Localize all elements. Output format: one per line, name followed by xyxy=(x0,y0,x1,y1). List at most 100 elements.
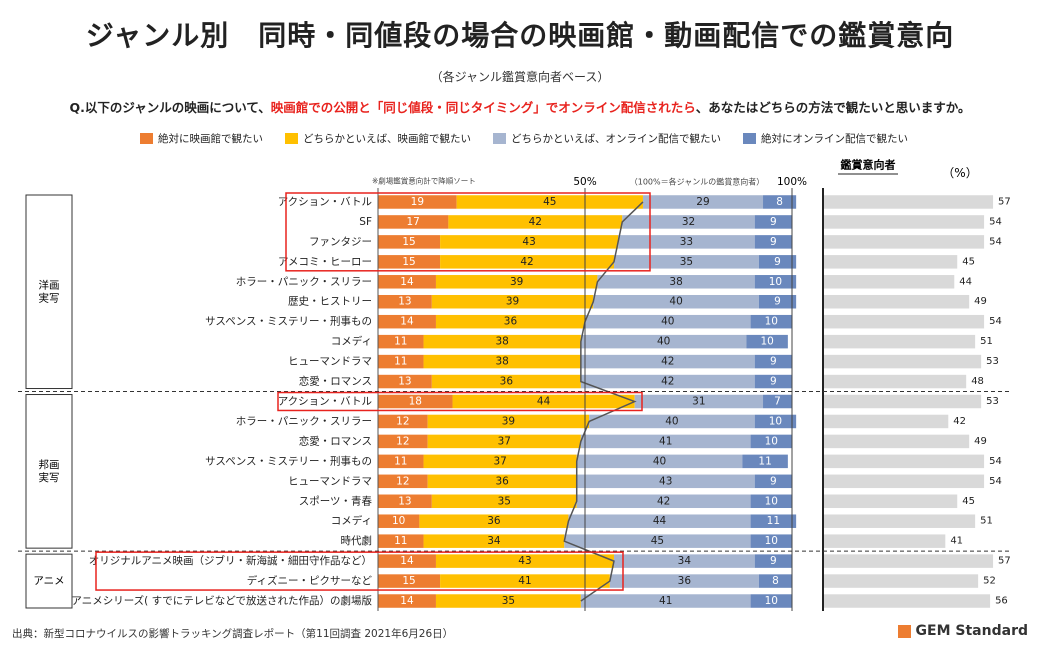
row-label-0: アクション・バトル xyxy=(278,196,372,208)
bar-label-1-3: 9 xyxy=(770,216,777,228)
bar-3-3 xyxy=(758,255,797,269)
bar-label-1-0: 17 xyxy=(407,216,420,228)
intent-label-8: 53 xyxy=(986,356,999,367)
bar-15-2 xyxy=(576,494,751,509)
legend-label-0: 絶対に映画館で観たい xyxy=(158,133,263,145)
bar-11-3 xyxy=(754,414,797,429)
bar-label-9-2: 42 xyxy=(661,376,674,388)
question-text: Q.以下のジャンルの映画について、映画館での公開と「同じ値段・同じタイミング」で… xyxy=(0,97,1040,116)
bar-label-15-2: 42 xyxy=(657,495,670,507)
intent-bar-16 xyxy=(823,514,976,528)
bar-7-1 xyxy=(423,334,581,349)
bar-2-3 xyxy=(754,235,792,249)
bar-7-2 xyxy=(580,334,747,349)
bar-label-17-1: 34 xyxy=(487,535,501,547)
intent-label-18: 57 xyxy=(998,556,1011,567)
bar-9-3 xyxy=(754,374,792,389)
bar-label-13-3: 11 xyxy=(758,455,771,467)
bar-12-1 xyxy=(427,434,581,449)
legend-item-1: どちらかといえば、映画館で観たい xyxy=(285,131,471,146)
bar-9-1 xyxy=(431,374,581,389)
bar-label-11-2: 40 xyxy=(665,415,678,427)
highlight-box-2 xyxy=(95,551,624,591)
bar-19-3 xyxy=(758,574,792,588)
intent-label-0: 57 xyxy=(998,196,1011,207)
bar-13-3 xyxy=(742,454,788,469)
bar-label-2-0: 15 xyxy=(402,236,415,248)
row-label-9: 恋愛・ロマンス xyxy=(299,375,372,388)
bar-13-0 xyxy=(378,454,424,469)
intent-bar-14 xyxy=(823,474,985,489)
bar-18-3 xyxy=(754,554,792,568)
bar-0-3 xyxy=(763,195,797,209)
intent-label-5: 49 xyxy=(974,296,987,307)
intent-label-12: 49 xyxy=(974,436,987,447)
intent-bar-17 xyxy=(823,534,946,548)
legend-item-2: どちらかといえば、オンライン配信で観たい xyxy=(493,131,721,146)
bar-5-0 xyxy=(378,294,432,309)
bar-17-3 xyxy=(750,534,792,548)
bar-3-1 xyxy=(440,255,614,269)
bar-label-5-0: 13 xyxy=(398,296,411,308)
intent-label-6: 54 xyxy=(989,316,1002,327)
bar-label-6-0: 14 xyxy=(400,316,414,328)
legend-label-3: 絶対にオンライン配信で観たい xyxy=(761,133,908,145)
bar-label-9-3: 9 xyxy=(770,376,777,388)
intent-bar-10 xyxy=(823,394,982,409)
bar-11-2 xyxy=(589,414,755,429)
intent-bar-18 xyxy=(823,554,994,568)
bar-18-1 xyxy=(435,554,614,568)
bar-2-2 xyxy=(618,235,755,249)
bar-15-0 xyxy=(378,494,432,509)
group-box-2 xyxy=(25,553,73,609)
bar-label-0-2: 29 xyxy=(696,196,709,208)
row-label-1: SF xyxy=(359,216,372,228)
legend-swatch-3 xyxy=(743,133,756,144)
bar-label-10-2: 31 xyxy=(692,396,705,408)
group-box-1 xyxy=(25,394,73,549)
page-title: ジャンル別 同時・同値段の場合の映画館・動画配信での鑑賞意向 xyxy=(85,19,955,52)
intent-bar-12 xyxy=(823,434,970,449)
bar-label-1-2: 32 xyxy=(682,216,695,228)
bar-18-2 xyxy=(613,554,755,568)
bar-label-10-1: 44 xyxy=(537,396,551,408)
bar-label-5-2: 40 xyxy=(669,296,682,308)
intent-header: 鑑賞意向者 xyxy=(841,158,896,172)
bar-label-12-2: 41 xyxy=(659,435,672,447)
bar-label-6-3: 10 xyxy=(765,316,778,328)
bar-label-18-2: 34 xyxy=(678,555,692,567)
bar-label-0-3: 8 xyxy=(776,196,783,208)
intent-bar-0 xyxy=(823,195,994,209)
intent-bar-15 xyxy=(823,494,958,509)
group-box-0 xyxy=(25,194,73,390)
bar-label-13-0: 11 xyxy=(394,455,407,467)
group-label-0-0: 洋画 xyxy=(39,278,60,291)
bar-0-1 xyxy=(456,195,643,209)
bar-label-4-3: 10 xyxy=(769,276,782,288)
bar-label-17-3: 10 xyxy=(765,535,778,547)
bar-12-3 xyxy=(750,434,792,449)
intent-label-14: 54 xyxy=(989,476,1002,487)
bar-15-1 xyxy=(431,494,577,509)
bar-label-13-2: 40 xyxy=(653,455,666,467)
bar-label-3-0: 15 xyxy=(402,256,415,268)
intent-bar-9 xyxy=(823,374,967,389)
bar-label-15-0: 13 xyxy=(398,495,411,507)
bar-label-19-1: 41 xyxy=(518,575,531,587)
intent-bar-7 xyxy=(823,334,976,349)
row-label-10: アクション・バトル xyxy=(278,396,372,408)
bar-5-1 xyxy=(431,294,594,309)
base-note: （100%＝各ジャンルの鑑賞意向者） xyxy=(630,177,764,187)
theater-total-line xyxy=(563,201,644,602)
intent-bar-5 xyxy=(823,294,970,309)
bar-10-1 xyxy=(452,394,635,409)
bar-label-14-2: 43 xyxy=(659,475,672,487)
question-prefix: Q.以下のジャンルの映画について、 xyxy=(69,100,271,115)
bar-3-0 xyxy=(378,255,441,269)
row-label-7: コメディ xyxy=(331,335,372,348)
bar-label-15-3: 10 xyxy=(765,495,778,507)
bar-0-0 xyxy=(378,195,457,209)
bar-1-1 xyxy=(448,215,623,229)
highlight-box-1 xyxy=(277,391,643,412)
bar-label-12-0: 12 xyxy=(396,435,409,447)
